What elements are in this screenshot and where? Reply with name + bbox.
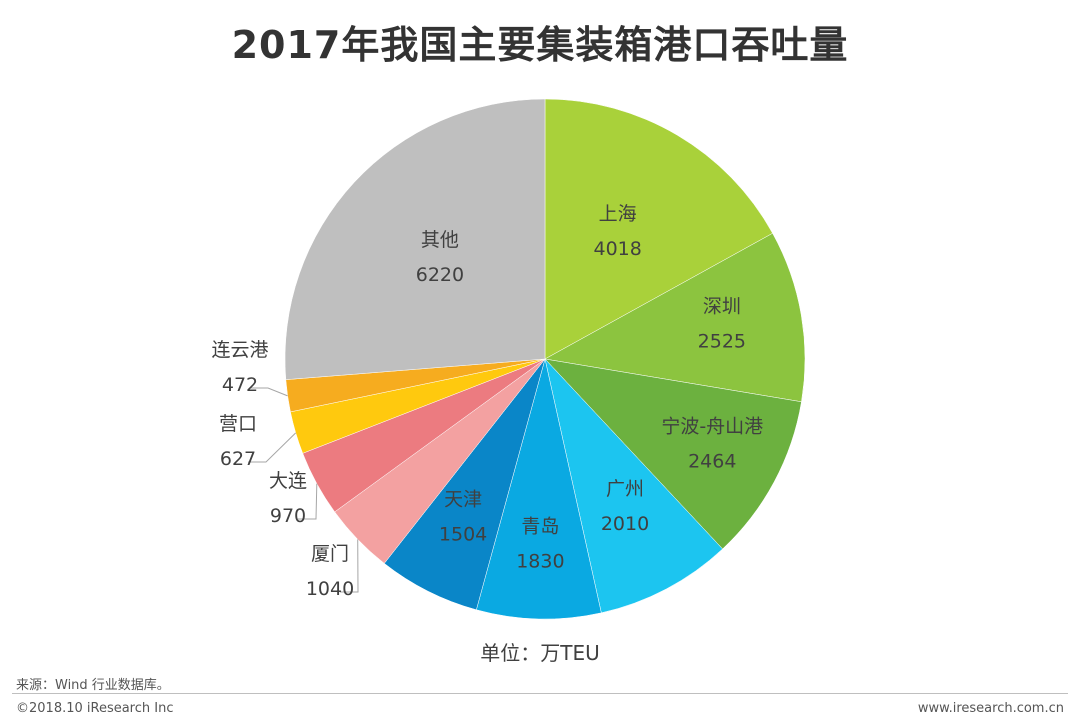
pie-slice-3: [544, 358, 723, 614]
slice-label-name-6: 厦门: [311, 543, 349, 565]
slice-labels: 上海 4018 深圳 2525 宁波-舟山港 2464 广州 2010 青岛 1830 天津 1504…: [211, 203, 763, 600]
slice-label-value-6: 1040: [306, 578, 354, 600]
slice-label-value-7: 970: [270, 505, 306, 527]
chart-title: 2017年我国主要集装箱港口吞吐量: [231, 23, 849, 67]
slice-label-name-0: 上海: [599, 203, 637, 225]
slice-label-name-3: 广州: [606, 478, 644, 500]
pie-slice-10: [284, 98, 546, 380]
slice-label-value-5: 1504: [439, 524, 487, 546]
pie-slice-0: [544, 98, 773, 360]
unit-label: 单位：万TEU: [480, 641, 600, 665]
leader-line-7: [298, 483, 318, 520]
slice-label-value-4: 1830: [516, 551, 564, 573]
slice-label-value-10: 6220: [416, 264, 464, 286]
slice-label-name-2: 宁波-舟山港: [661, 416, 763, 438]
footer-divider: [12, 693, 1068, 694]
pie-slice-4: [476, 358, 602, 620]
slice-label-value-9: 472: [222, 374, 258, 396]
pie-slice-1: [544, 232, 806, 403]
slice-label-name-9: 连云港: [211, 339, 268, 361]
slice-label-name-7: 大连: [269, 470, 307, 492]
slice-label-value-2: 2464: [688, 451, 736, 473]
slice-label-name-10: 其他: [421, 229, 459, 251]
slice-label-value-0: 4018: [593, 238, 641, 260]
slice-label-value-8: 627: [220, 448, 256, 470]
slice-label-name-8: 营口: [219, 413, 257, 435]
leader-lines: [248, 387, 359, 593]
leader-line-8: [248, 432, 297, 463]
copyright-text: ©2018.10 iResearch Inc: [16, 701, 174, 716]
slice-label-value-3: 2010: [601, 513, 649, 535]
website-link[interactable]: www.iresearch.com.cn: [917, 701, 1064, 716]
slice-label-name-4: 青岛: [521, 516, 559, 538]
pie-slice-2: [544, 358, 802, 550]
source-note: 来源：Wind 行业数据库。: [16, 678, 170, 693]
leader-line-6: [340, 539, 359, 593]
pie-slices: [284, 98, 806, 620]
slice-label-name-5: 天津: [444, 489, 482, 511]
slice-label-name-1: 深圳: [703, 296, 741, 318]
leader-line-9: [250, 387, 288, 397]
slice-label-value-1: 2525: [698, 331, 746, 353]
